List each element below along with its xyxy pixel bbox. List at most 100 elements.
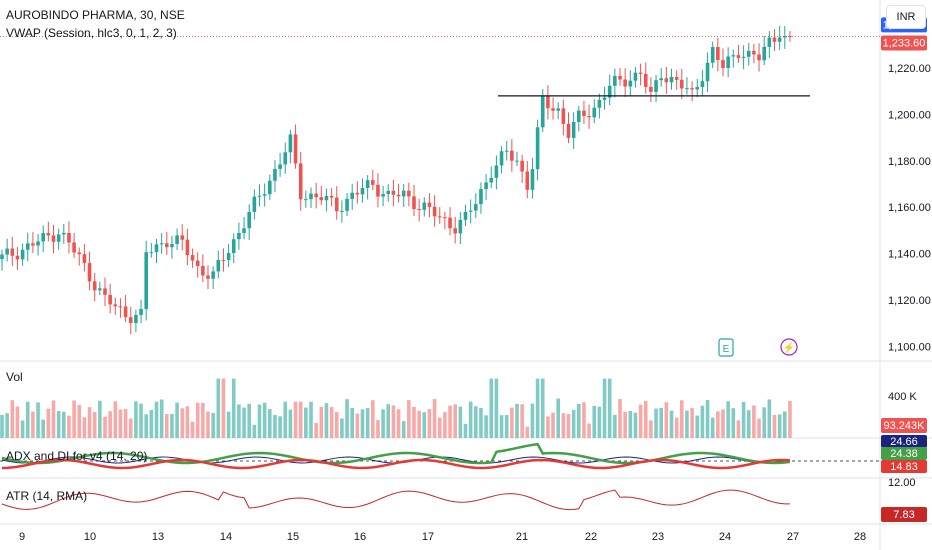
candle-body — [407, 190, 411, 197]
price-tick-label: 1,140.00 — [888, 249, 931, 261]
volume-bar — [113, 401, 118, 438]
candle-body — [705, 62, 710, 82]
volume-bar — [654, 408, 658, 438]
volume-bar — [659, 407, 663, 438]
volume-bar — [638, 404, 643, 438]
volume-bar — [716, 411, 720, 438]
candle-body — [592, 107, 597, 118]
volume-bar — [25, 401, 30, 438]
candle-body — [345, 198, 349, 211]
candle-body — [577, 110, 581, 122]
volume-bar — [571, 409, 576, 438]
candle-body — [432, 206, 437, 217]
volume-bar — [355, 413, 360, 438]
adx-tag — [881, 435, 927, 448]
volume-bar — [139, 403, 143, 438]
volume-bar — [216, 378, 221, 438]
candle-body — [710, 47, 715, 63]
candle-body — [309, 193, 313, 200]
volume-bar — [757, 418, 761, 438]
volume-bar — [432, 399, 437, 438]
candle-body — [546, 96, 550, 109]
candle-body — [92, 281, 97, 291]
date-tick-label: 9 — [19, 531, 25, 543]
candle-body — [36, 241, 40, 246]
candle-body — [396, 194, 401, 197]
volume-bar — [427, 409, 432, 438]
candle-body — [20, 249, 25, 260]
candle-body — [231, 239, 236, 254]
candle-body — [535, 127, 540, 170]
volume-bar — [422, 412, 427, 438]
candle-body — [680, 79, 684, 89]
candle-body — [170, 243, 174, 248]
candle-body — [149, 252, 154, 254]
volume-bar — [298, 401, 303, 438]
adx-pane-label[interactable]: ADX and DI for v4 (14, 20) — [6, 449, 148, 463]
date-tick-label: 27 — [787, 531, 799, 543]
candle-body — [314, 193, 318, 198]
volume-bar — [180, 408, 185, 438]
volume-bar — [633, 412, 638, 438]
candle-body — [262, 194, 267, 196]
volume-bar — [721, 409, 725, 438]
volume-bar — [51, 400, 56, 438]
volume-bar — [443, 412, 447, 438]
volume-bar — [551, 412, 555, 438]
volume-bar — [226, 411, 231, 438]
volume-bar — [87, 407, 92, 438]
adx-tag-label: 24.66 — [890, 436, 918, 448]
candle-body — [613, 75, 617, 86]
currency-button[interactable]: INR — [886, 5, 926, 29]
volume-bar — [458, 406, 463, 438]
volume-bar — [190, 421, 195, 438]
candle-body — [72, 242, 76, 253]
atr-pane-label[interactable]: ATR (14, RMA) — [6, 489, 88, 503]
candle-body — [700, 81, 705, 88]
volume-bar — [623, 411, 627, 438]
candle-body — [726, 56, 730, 69]
candle-body — [221, 259, 226, 261]
volume-bar — [324, 403, 329, 438]
volume-bar — [690, 408, 694, 438]
candle-body — [185, 239, 190, 256]
date-tick-label: 15 — [287, 531, 299, 543]
volume-bar — [262, 402, 267, 438]
price-tag — [881, 35, 927, 51]
volume-bar — [123, 408, 128, 438]
candle-body — [103, 288, 107, 295]
candle-body — [211, 271, 215, 279]
volume-pane-label[interactable]: Vol — [6, 370, 23, 384]
price-tick-label: 1,100.00 — [888, 341, 931, 353]
volume-bar — [577, 403, 581, 438]
volume-bar — [82, 417, 87, 438]
volume-bar — [288, 409, 293, 438]
volume-bar — [510, 407, 514, 438]
candle-body — [381, 194, 385, 197]
volume-bar — [257, 404, 262, 438]
candle-body — [587, 116, 591, 118]
vwap-indicator-label[interactable]: VWAP (Session, hlc3, 0, 1, 2, 3) — [6, 26, 177, 40]
volume-bar — [777, 414, 782, 438]
candle-body — [319, 197, 324, 201]
candle-body — [87, 263, 92, 282]
candle-body — [56, 234, 61, 242]
price-tick-label: 1,120.00 — [888, 295, 931, 307]
volume-bar — [67, 415, 71, 438]
candle-body — [15, 255, 20, 260]
candle-body — [484, 182, 488, 189]
volume-bar — [381, 409, 385, 438]
price-tick-label: 1,220.00 — [888, 63, 931, 75]
volume-bar — [340, 418, 344, 438]
candle-body — [283, 152, 288, 165]
candle-body — [772, 37, 777, 42]
candle-body — [515, 160, 519, 162]
volume-bar — [767, 399, 772, 438]
candle-body — [602, 97, 607, 100]
volume-bar — [365, 408, 370, 438]
volume-bar — [62, 411, 66, 438]
adx-tag — [881, 460, 927, 473]
volume-bar — [474, 406, 478, 438]
adx-tag-label: 14.83 — [890, 461, 918, 473]
